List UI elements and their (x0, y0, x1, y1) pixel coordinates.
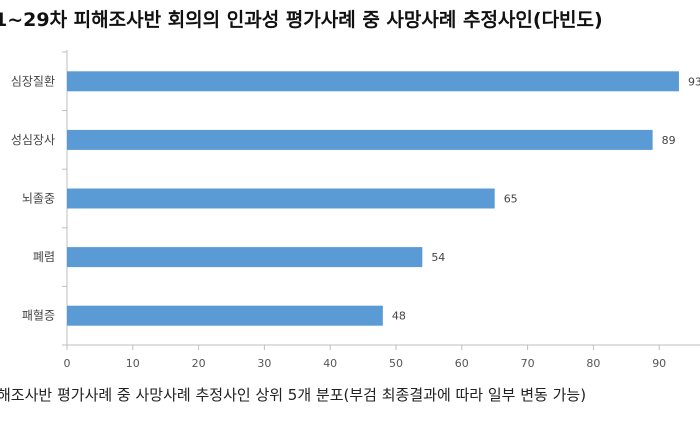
x-tick-label: 80 (586, 357, 600, 370)
data-label: 54 (431, 251, 445, 264)
data-label: 65 (504, 193, 518, 206)
category-label: 폐렴 (33, 250, 55, 264)
chart-title: 1~29차 피해조사반 회의의 인과성 평가사례 중 사망사례 추정사인(다빈도… (0, 9, 603, 31)
bar (67, 129, 653, 150)
bar (67, 247, 423, 268)
category-label: 패혈증 (22, 309, 55, 323)
x-tick-label: 30 (257, 357, 271, 370)
x-tick-label: 20 (192, 357, 206, 370)
x-tick-label: 60 (455, 357, 469, 370)
category-label: 심장질환 (11, 74, 55, 88)
bar (67, 188, 495, 209)
bar-chart: 0102030405060708090100심장질환93성심장사89뇌졸중65폐… (11, 50, 700, 370)
category-label: 뇌졸중 (22, 192, 55, 206)
bar (67, 71, 679, 92)
x-tick-label: 70 (521, 357, 535, 370)
data-label: 48 (392, 310, 406, 323)
x-tick-label: 0 (64, 357, 71, 370)
x-tick-label: 10 (126, 357, 140, 370)
figure-caption: 해조사반 평가사례 중 사망사례 추정사인 상위 5개 분포(부검 최종결과에 … (0, 386, 587, 404)
category-label: 성심장사 (11, 133, 55, 147)
data-label: 93 (688, 75, 700, 88)
x-tick-label: 50 (389, 357, 403, 370)
data-label: 89 (662, 134, 676, 147)
x-tick-label: 40 (323, 357, 337, 370)
bar (67, 305, 383, 326)
x-tick-label: 90 (652, 357, 666, 370)
